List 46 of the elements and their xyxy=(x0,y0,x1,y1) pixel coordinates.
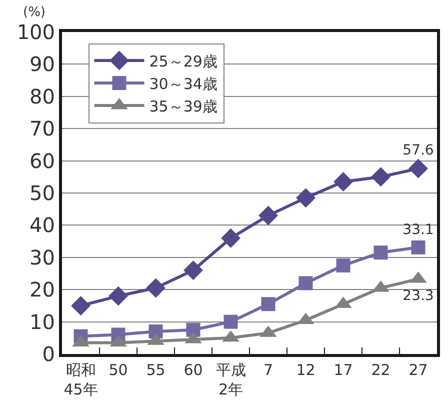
point xyxy=(258,206,278,226)
data-label: 33.1 xyxy=(402,222,434,238)
point xyxy=(71,296,90,316)
point xyxy=(411,240,426,254)
x-tick-label: 60 xyxy=(184,361,203,379)
x-tick-label: 12 xyxy=(296,361,316,379)
legend-label: 30～34歳 xyxy=(149,74,218,93)
point xyxy=(408,158,428,178)
point xyxy=(298,276,313,290)
y-tick-label: 80 xyxy=(30,84,55,108)
point xyxy=(374,246,388,260)
x-tick-label: 50 xyxy=(108,361,128,379)
x-tick-label: 7 xyxy=(263,361,274,379)
data-label: 57.6 xyxy=(402,142,434,159)
x-tick-label: 昭和 45年 xyxy=(64,361,98,398)
point xyxy=(336,258,350,272)
point xyxy=(146,278,166,298)
data-label: 23.3 xyxy=(402,288,434,304)
y-tick-label: 60 xyxy=(30,148,55,173)
point xyxy=(371,167,390,187)
x-tick-label: 平成 2年 xyxy=(216,361,246,398)
y-tick-label: 50 xyxy=(30,181,55,205)
x-tick-label: 27 xyxy=(408,361,428,379)
point xyxy=(261,297,276,312)
y-tick-label: 20 xyxy=(30,278,55,302)
point xyxy=(296,188,316,208)
y-tick-label: 40 xyxy=(30,213,55,238)
point xyxy=(224,314,238,329)
point xyxy=(334,172,353,192)
y-tick-label: 70 xyxy=(30,116,55,141)
point xyxy=(184,260,203,280)
y-axis-title: (%) xyxy=(23,5,46,20)
y-tick-label: 0 xyxy=(42,342,55,366)
point xyxy=(108,286,128,306)
y-tick-label: 100 xyxy=(16,20,55,44)
legend-label: 35～39歳 xyxy=(149,97,218,116)
x-tick-label: 17 xyxy=(334,361,353,379)
y-tick-label: 90 xyxy=(30,52,55,76)
point xyxy=(148,324,163,338)
y-tick-label: 30 xyxy=(30,245,55,270)
legend-label: 25～29歳 xyxy=(149,52,218,70)
point xyxy=(221,228,240,248)
x-tick-label: 22 xyxy=(371,361,390,379)
point xyxy=(186,322,200,337)
x-tick-label: 55 xyxy=(146,361,166,379)
y-tick-label: 10 xyxy=(30,310,55,334)
